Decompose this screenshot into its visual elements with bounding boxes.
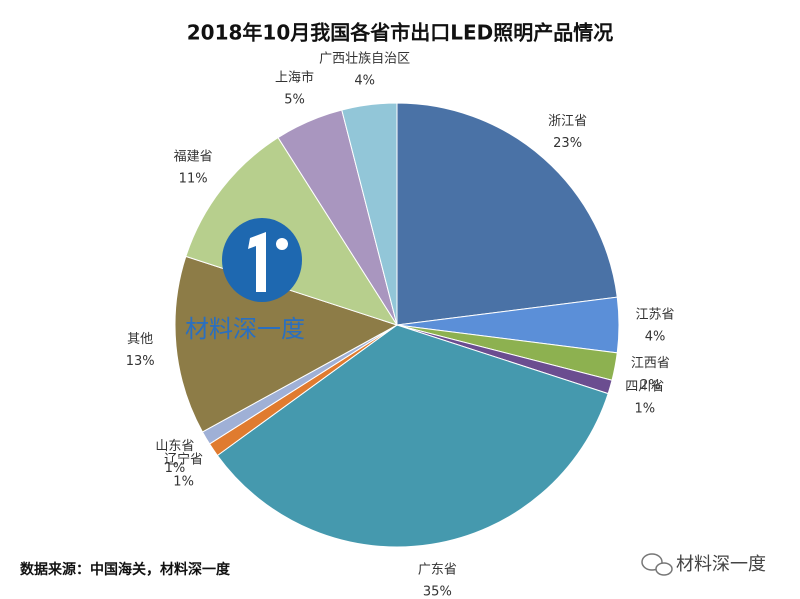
slice-label: 其他 [127, 332, 153, 347]
slice-label: 江苏省 [635, 307, 674, 323]
pie-slice [185, 136, 399, 326]
wechat-icon [641, 553, 673, 576]
logo [222, 218, 302, 302]
value-label: 2% [640, 378, 661, 393]
source: 数据来源：中国海关，材料深一度 [20, 561, 231, 578]
pie-slice [341, 102, 398, 326]
pie-slice [174, 255, 399, 433]
slice-label: 江西省 [631, 356, 670, 371]
pie-slice [396, 102, 618, 326]
value-label: 4% [354, 74, 375, 89]
pie [174, 102, 620, 548]
slice-label: 浙江省 [548, 114, 587, 129]
slice-label: 上海市 [275, 70, 314, 86]
value-label: 11% [179, 171, 208, 186]
slice-label: 辽宁省 [164, 452, 203, 468]
icon-bubble [655, 562, 673, 576]
chart-title: 2018年10月我国各省市出口LED照明产品情况 [187, 21, 614, 45]
value-label: 13% [126, 354, 155, 369]
value-label: 1% [173, 475, 194, 490]
value-label: 5% [284, 93, 305, 108]
slice-label: 四川省 [625, 379, 664, 394]
logo-glyph [248, 232, 266, 292]
value-label: 23% [553, 136, 582, 151]
slice-label: 广西壮族自治区 [319, 51, 410, 67]
value-label: 1% [634, 401, 655, 416]
value-label: 1% [165, 461, 186, 476]
brand: 材料深一度 [676, 554, 766, 575]
slice-label: 山东省 [155, 439, 194, 454]
watermark: 材料深一度 [185, 315, 305, 343]
icon-bubble [641, 553, 663, 571]
value-label: 35% [423, 584, 452, 599]
logo-dot [276, 238, 288, 250]
pie-slice [216, 324, 609, 548]
value-label: 4% [645, 330, 666, 345]
slice-label: 福建省 [174, 149, 213, 164]
slice-label: 广东省 [418, 562, 457, 577]
